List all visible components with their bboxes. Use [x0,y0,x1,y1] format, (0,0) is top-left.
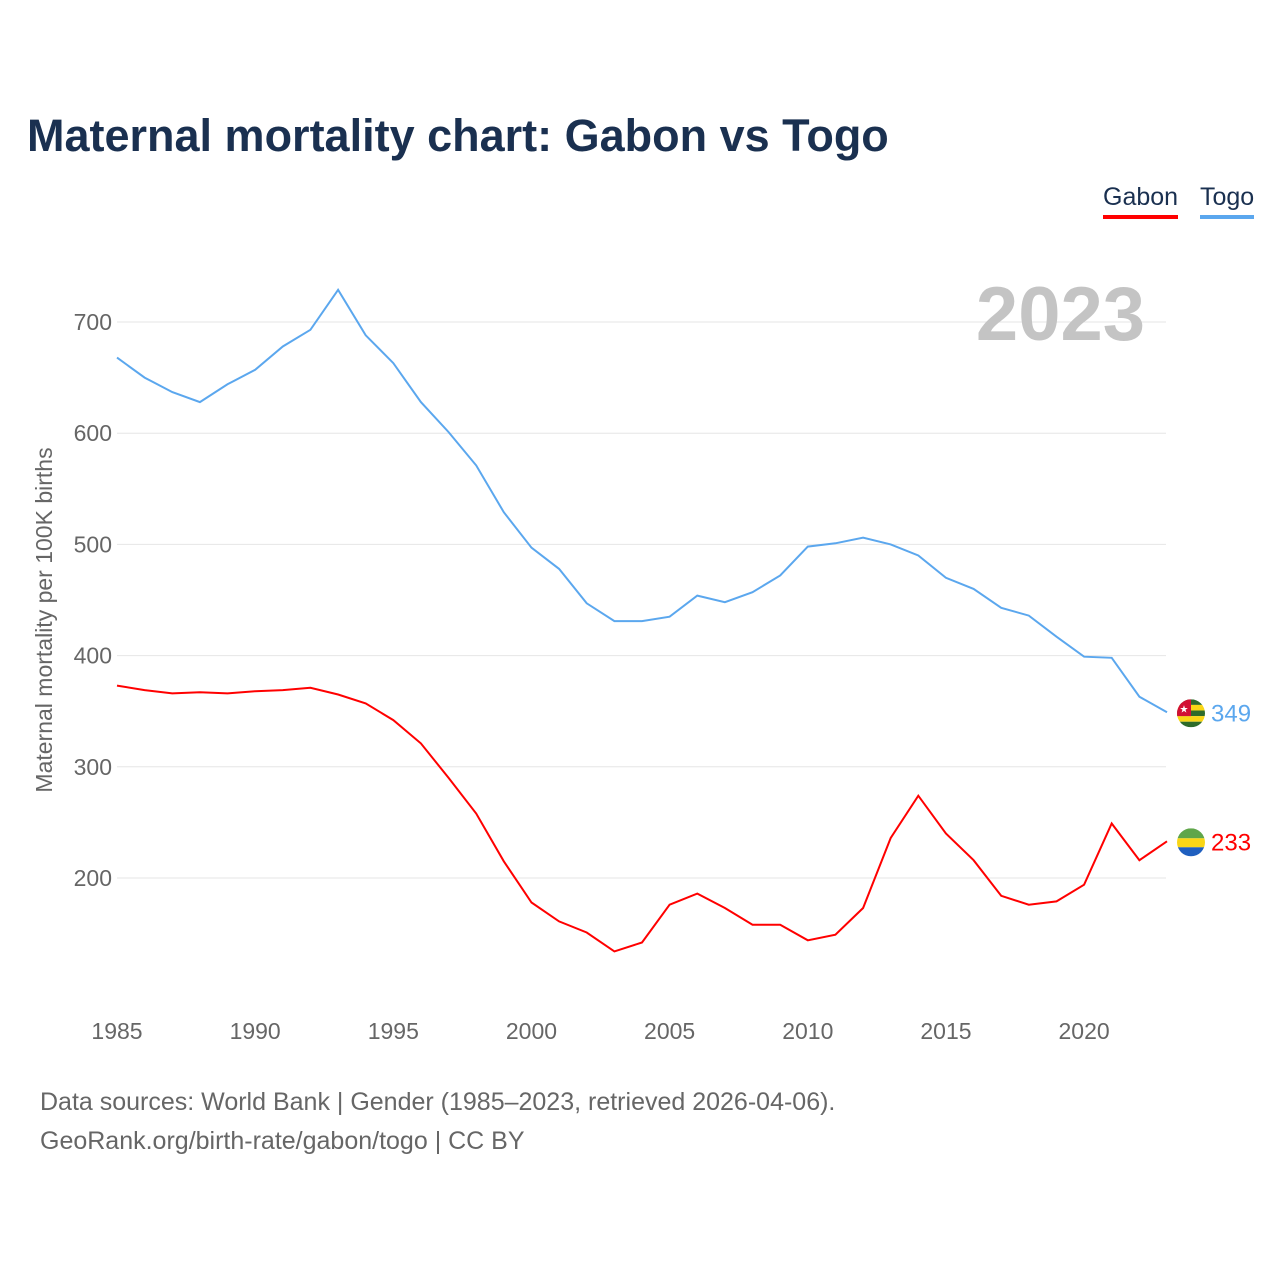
chart-title: Maternal mortality chart: Gabon vs Togo [27,110,889,161]
x-tick-label: 2010 [782,1018,833,1044]
y-axis-label: Maternal mortality per 100K births [31,447,57,792]
y-tick-label: 500 [74,531,112,557]
x-tick-label: 2020 [1059,1018,1110,1044]
series-line-gabon [116,684,1168,953]
end-value-label-togo: 349 [1211,700,1251,727]
y-tick-label: 200 [74,865,112,891]
y-tick-label: 300 [74,754,112,780]
x-tick-label: 1990 [230,1018,281,1044]
x-tick-label: 1995 [368,1018,419,1044]
footer-attribution[interactable]: GeoRank.org/birth-rate/gabon/togo | CC B… [40,1127,525,1155]
togo-flag-icon: ★ [1177,699,1205,728]
x-tick-label: 2000 [506,1018,557,1044]
gabon-flag-icon [1177,828,1205,857]
year-watermark: 2023 [976,272,1145,357]
legend-gabon[interactable]: Gabon [1103,183,1179,219]
y-tick-label: 400 [74,643,112,669]
end-value-label-gabon: 233 [1211,829,1251,856]
x-tick-label: 1985 [91,1018,142,1044]
y-tick-label: 700 [74,309,112,335]
footer-sources: Data sources: World Bank | Gender (1985–… [40,1088,836,1116]
y-tick-label: 600 [74,420,112,446]
series-line-togo [116,287,1168,714]
svg-text:★: ★ [1180,704,1189,715]
x-tick-label: 2015 [920,1018,971,1044]
x-tick-label: 2005 [644,1018,695,1044]
legend-togo[interactable]: Togo [1200,183,1255,219]
